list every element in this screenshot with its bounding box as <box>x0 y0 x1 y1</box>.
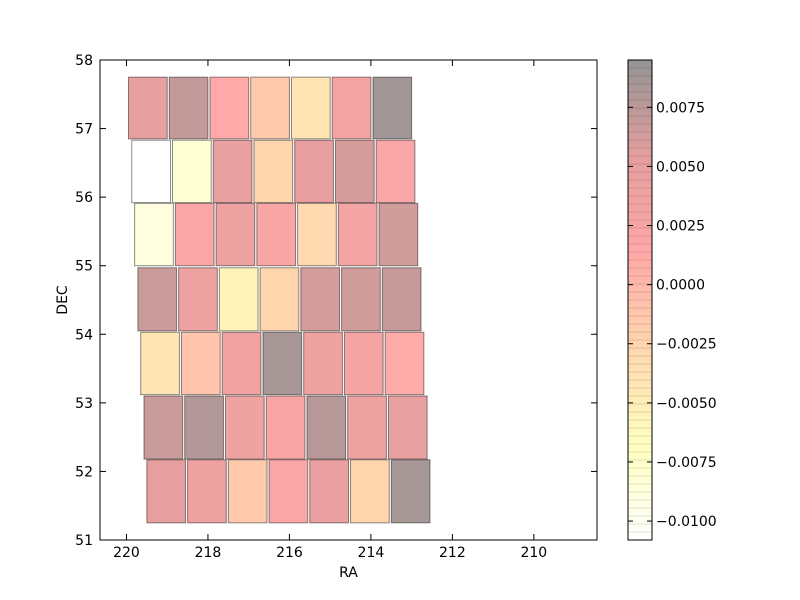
heatmap-cell <box>341 267 381 332</box>
y-tick-label: 55 <box>75 259 93 275</box>
plot-frame <box>99 59 598 541</box>
heatmap-cell <box>303 331 343 396</box>
heatmap-cell <box>268 459 309 524</box>
y-axis-label: DEC <box>55 285 71 315</box>
heatmap-cell <box>168 76 209 140</box>
heatmap-cell <box>300 267 341 332</box>
colorbar-tick-label: −0.0050 <box>656 396 717 412</box>
heatmap-cell <box>221 331 262 396</box>
y-tick-label: 52 <box>75 464 93 480</box>
heatmap-cell <box>372 76 413 140</box>
heatmap-cell <box>143 395 184 460</box>
heatmap-cells <box>128 76 431 524</box>
heatmap-cell <box>297 202 337 267</box>
colorbar-ticks: −0.0100 −0.0075 −0.0050 −0.0025 0.0000 0.0025… <box>628 59 717 541</box>
heatmap-cell <box>381 267 422 332</box>
heatmap-cell <box>180 331 221 396</box>
y-tick-label: 54 <box>75 327 93 343</box>
heatmap-cell <box>137 267 178 332</box>
heatmap-cell <box>256 202 297 267</box>
heatmap-cell <box>337 202 378 267</box>
x-tick-label: 212 <box>439 545 466 561</box>
heatmap-cell <box>172 139 212 204</box>
heatmap-cell <box>131 139 171 204</box>
heatmap-cell <box>378 202 419 267</box>
colorbar-tick-label: 0.0075 <box>656 100 705 116</box>
x-tick-label: 218 <box>195 545 222 561</box>
heatmap-cell <box>146 459 187 524</box>
x-axis-ticks: 220 218 216 214 212 210 <box>113 60 547 561</box>
heatmap-cell <box>375 139 416 204</box>
heatmap-cell <box>218 267 259 332</box>
heatmap-cell <box>262 331 303 396</box>
heatmap-cell <box>350 459 390 524</box>
y-tick-label: 58 <box>75 53 93 69</box>
heatmap-cell <box>343 331 384 396</box>
heatmap-cell <box>227 459 268 524</box>
y-tick-label: 56 <box>75 190 93 206</box>
heatmap-cell <box>334 139 375 204</box>
heatmap-cell <box>134 202 174 267</box>
colorbar-tick-label: −0.0075 <box>656 455 717 471</box>
colorbar-gradient <box>627 59 653 541</box>
heatmap-cell <box>309 459 350 524</box>
colorbar-tick-label: 0.0050 <box>656 159 705 175</box>
x-tick-label: 214 <box>358 545 385 561</box>
x-tick-label: 216 <box>276 545 303 561</box>
heatmap-cell <box>250 76 290 140</box>
heatmap-cell <box>294 139 334 204</box>
x-tick-label: 210 <box>520 545 547 561</box>
heatmap-cell <box>306 395 347 460</box>
heatmap-cell <box>384 331 425 396</box>
x-axis-label: RA <box>339 565 358 581</box>
heatmap-cell <box>187 459 227 524</box>
heatmap-cell <box>265 395 306 460</box>
y-tick-label: 57 <box>75 122 93 138</box>
colorbar-tick-label: 0.0000 <box>656 278 705 294</box>
colorbar-tick-label: −0.0025 <box>656 337 717 353</box>
colorbar-tick-label: −0.0100 <box>656 514 717 530</box>
plot-area: 220 218 216 214 212 210 51 52 53 54 55 56 57 58 RA D… <box>55 53 598 581</box>
heatmap-cell <box>209 76 250 140</box>
heatmap-cell <box>140 331 180 396</box>
heatmap-cell <box>331 76 372 140</box>
heatmap-cell <box>215 202 256 267</box>
y-axis-ticks: 51 52 53 54 55 56 57 58 <box>75 53 597 549</box>
heatmap-cell <box>253 139 294 204</box>
heatmap-cell <box>212 139 253 204</box>
colorbar-tick-label: 0.0025 <box>656 219 705 235</box>
heatmap-cell <box>224 395 265 460</box>
y-tick-label: 53 <box>75 396 93 412</box>
heatmap-cell <box>259 267 300 332</box>
heatmap-cell <box>390 459 431 524</box>
x-tick-label: 220 <box>113 545 140 561</box>
heatmap-cell <box>184 395 224 460</box>
heatmap-cell <box>347 395 387 460</box>
colorbar: −0.0100 −0.0075 −0.0050 −0.0025 0.0000 0.0025… <box>627 59 717 541</box>
heatmap-cell <box>387 395 428 460</box>
heatmap-cell <box>290 76 331 140</box>
heatmap-cell <box>128 76 168 140</box>
heatmap-cell <box>178 267 218 332</box>
y-tick-label: 51 <box>75 533 93 549</box>
heatmap-cell <box>174 202 215 267</box>
